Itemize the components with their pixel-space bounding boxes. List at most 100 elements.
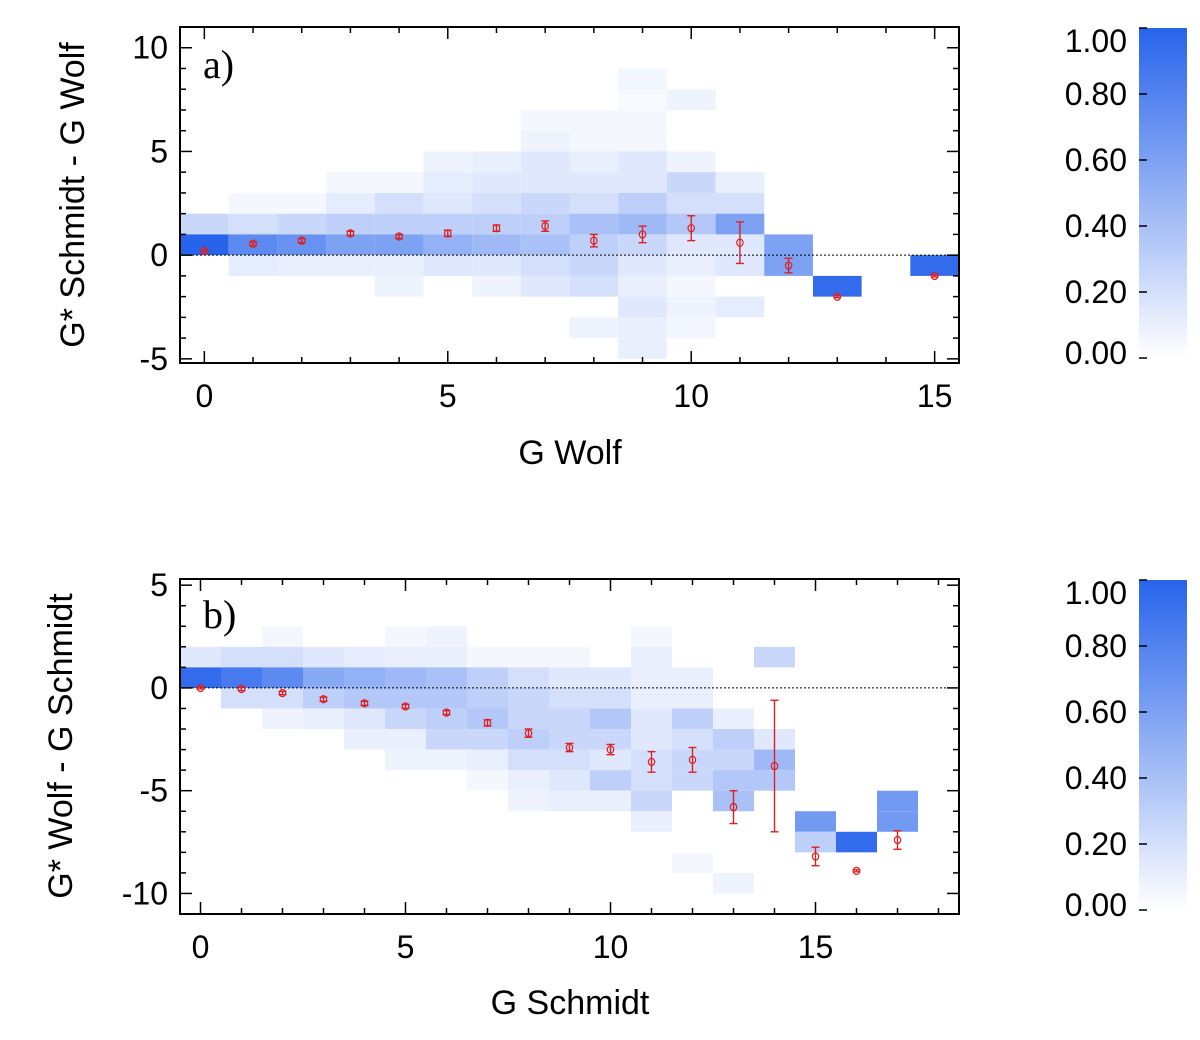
panel-b-heatmap-cell: [262, 667, 303, 688]
panel-b-heatmap-cell: [508, 770, 549, 791]
panel-a-heatmap-cell: [520, 172, 570, 193]
panel-b-heatmap-cell: [672, 708, 713, 730]
panel-b-heatmap-cell: [426, 626, 467, 647]
panel-a-mean-marker: [346, 229, 355, 238]
panel-a-heatmap-cell: [423, 172, 473, 193]
panel-b-data-point: [688, 746, 697, 773]
panel-a-heatmap-cell: [326, 255, 375, 276]
panel-a-heatmap-cell: [228, 213, 278, 235]
panel-b-heatmap-cell: [590, 770, 631, 791]
panel-b-heatmap-cell: [385, 708, 426, 730]
panel-b-heatmap-cell: [344, 667, 385, 688]
panel-a-colorbar-tick-label: 0.60: [1065, 142, 1127, 178]
panel-a-data-point: [443, 229, 452, 238]
panel-a-y-tick-label: 0: [150, 237, 168, 273]
panel-a-mean-marker: [833, 292, 842, 301]
panel-a-heatmap-cell: [666, 317, 716, 339]
panel-b-heatmap-cell: [344, 708, 385, 730]
panel-a-heatmap-cell: [423, 255, 473, 276]
panel-a-heatmap-cell: [618, 109, 667, 131]
panel-a-heatmap-cell: [618, 338, 667, 359]
panel-b-heatmap-cell: [262, 646, 303, 668]
panel-b-heatmap-cell: [303, 708, 344, 730]
panel-a-heatmap-cell: [374, 192, 424, 214]
panel-a-colorbar-tick-label: 0.40: [1065, 208, 1127, 244]
panel-b-data-point: [196, 683, 205, 693]
panel-b-heatmap: 0 5 10 15 -10 -5 0 5 b) G Schmidt G* Wolf - G S…: [42, 567, 960, 1022]
panel-b-mean-marker: [893, 835, 902, 845]
panel-b-heatmap-cell: [836, 831, 877, 853]
panel-a-heatmap-cell: [472, 234, 521, 256]
panel-b-heatmap-cell: [508, 646, 549, 668]
panel-a-mean-marker: [784, 261, 793, 270]
panel-b-heatmap-cell: [385, 687, 426, 709]
panel-a-mean-marker: [443, 229, 452, 238]
panel-b-y-tick-label: -5: [140, 773, 168, 809]
panel-b-mean-marker: [647, 757, 656, 767]
panel-a-heatmap-cell: [569, 317, 619, 339]
panel-b-mean-marker: [770, 761, 779, 771]
panel-a-x-tick-label: 15: [917, 378, 953, 414]
panel-b-data-point: [729, 789, 738, 825]
panel-a-heatmap-cell: [520, 234, 570, 256]
panel-a-colorbar-tick-label: 0.80: [1065, 76, 1127, 112]
panel-b-heatmap-cell: [631, 811, 672, 832]
panel-a-colorbar-tick-label: 1.00: [1065, 23, 1127, 59]
panel-b-x-tick-label: 5: [397, 929, 415, 965]
panel-b-data-point: [565, 742, 574, 753]
panel-a-colorbar-gradient: [1139, 28, 1187, 358]
panel-b-data-point: [852, 866, 861, 876]
panel-b-heatmap-cell: [672, 729, 713, 750]
panel-b-heatmap-cell: [590, 790, 631, 812]
panel-a-heatmap-cell: [472, 172, 521, 193]
panel-a-y-tick-label: 10: [132, 30, 168, 66]
panel-b-heatmap-cell: [467, 687, 508, 709]
panel-a-x-tick-label: 0: [195, 378, 213, 414]
panel-b-heatmap-cell: [877, 811, 918, 832]
panel-a-heatmap-cell: [715, 192, 765, 214]
panel-b-data-point: [442, 708, 451, 717]
panel-b-heatmap-cell: [631, 687, 672, 709]
panel-b-heatmap-cell: [672, 770, 713, 791]
panel-a-heatmap-cell: [666, 172, 716, 193]
panel-a-heatmap-cell: [618, 296, 667, 318]
panel-a-mean-marker: [590, 236, 598, 245]
panel-a-colorbar-tick-label: 0.00: [1065, 335, 1127, 371]
panel-a-mean-marker: [297, 236, 306, 245]
panel-b-heatmap-cell: [754, 646, 795, 668]
panel-a-heatmap-cell: [715, 255, 765, 276]
panel-a-heatmap-cell: [180, 213, 229, 235]
panel-a-x-tick-label: 5: [439, 378, 457, 414]
panel-b-y-tick-label: -10: [122, 875, 168, 911]
panel-a-heatmap-cell: [326, 192, 375, 214]
panel-b-heatmap-cell: [262, 626, 303, 647]
panel-a-heatmap-cell: [326, 172, 375, 193]
panel-b-heatmap-cell: [344, 729, 385, 750]
panel-b-heatmap-cell: [467, 646, 508, 668]
panel-a-mean-marker: [687, 223, 696, 233]
panel-b-y-tick-label: 5: [150, 567, 168, 603]
panel-a-heatmap-cell: [618, 172, 667, 193]
panel-b-heatmap-cell: [344, 687, 385, 709]
panel-b-heatmap-cell: [508, 667, 549, 688]
panel-a-y-axis-label: G* Schmidt - G Wolf: [54, 42, 92, 348]
panel-a-heatmap-cell: [277, 192, 327, 214]
panel-a-heatmap-cell: [374, 213, 424, 235]
panel-b-colorbar-tick-label: 0.60: [1065, 694, 1127, 730]
panel-a-data-point: [346, 229, 355, 238]
panel-b-x-tick-label: 15: [798, 929, 834, 965]
panel-a-heatmap-cell: [472, 275, 521, 297]
panel-a-mean-marker: [395, 232, 403, 241]
panel-a-heatmap-cell: [618, 275, 667, 297]
panel-a-heatmap-cell: [666, 192, 716, 214]
panel-a-heatmap-cell: [569, 130, 619, 152]
panel-a-heatmap-cell: [569, 192, 619, 214]
panel-a-mean-marker: [249, 239, 257, 248]
panel-a-x-axis-label: G Wolf: [518, 434, 622, 472]
panel-a-mean-marker: [736, 238, 744, 247]
panel-b-data-point: [278, 688, 287, 698]
panel-b-heatmap-cell: [631, 770, 672, 791]
panel-b-heatmap-cell: [467, 667, 508, 688]
panel-b-heatmap-cell: [590, 749, 631, 771]
